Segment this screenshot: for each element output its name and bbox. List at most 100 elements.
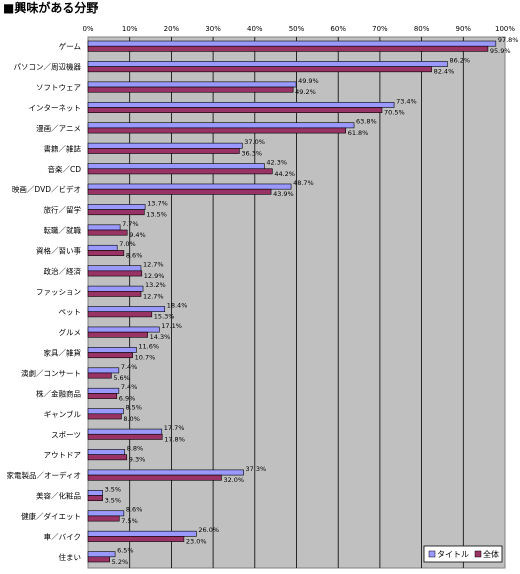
bar-overall [87, 86, 294, 93]
bar-overall [87, 413, 122, 420]
category-label: 音楽／CD [47, 164, 81, 174]
bar-title [87, 347, 137, 353]
bar-title [87, 244, 118, 251]
category-label: ペット [59, 308, 82, 317]
data-label-title: 37.0% [244, 138, 265, 146]
data-label-overall: 12.9% [144, 272, 165, 280]
bar-title [87, 101, 395, 108]
bar-title [87, 449, 125, 455]
bar-overall [87, 270, 143, 277]
bar-title [87, 469, 244, 476]
bar-title [87, 265, 142, 272]
bar-overall [87, 250, 125, 256]
legend [423, 545, 503, 563]
data-label-overall: 23.0% [186, 537, 207, 545]
category-label: ソフトウェア [36, 83, 81, 92]
bar-title [87, 204, 146, 210]
bar-overall [87, 536, 185, 542]
data-label-overall: 17.8% [164, 435, 185, 443]
bar-overall [87, 107, 383, 113]
legend-swatch [474, 550, 482, 558]
data-label-overall: 7.5% [121, 517, 138, 525]
data-label-title: 97.8% [498, 36, 519, 44]
x-tick-label: 60% [330, 25, 346, 33]
data-label-overall: 82.4% [434, 68, 455, 76]
data-label-title: 63.8% [356, 118, 377, 126]
bar-overall [87, 148, 240, 154]
category-label: 車／バイク [44, 531, 81, 541]
category-label: ギャンブル [44, 409, 82, 419]
data-label-overall: 8.6% [126, 251, 143, 259]
data-label-title: 8.8% [127, 444, 144, 452]
bar-overall [87, 495, 103, 502]
bar-overall [87, 454, 128, 461]
bar-title [87, 510, 125, 517]
bar-overall [87, 188, 272, 195]
data-label-title: 48.7% [293, 179, 314, 187]
bar-title [87, 408, 124, 415]
bar-title [87, 122, 355, 129]
data-label-overall: 13.5% [146, 211, 167, 219]
x-tick-label: 10% [122, 25, 138, 33]
data-label-title: 37.3% [246, 465, 267, 473]
data-label-title: 7.4% [121, 363, 138, 371]
data-label-overall: 95.9% [490, 47, 511, 55]
chart-title: ■興味がある分野 [3, 1, 99, 15]
x-tick-label: 40% [247, 25, 263, 33]
bar-title [87, 530, 197, 537]
x-tick-label: 100% [495, 25, 515, 33]
data-label-overall: 36.3% [241, 149, 262, 157]
category-label: アウトドア [44, 451, 82, 460]
bar-overall [87, 331, 148, 338]
bar-overall [87, 229, 128, 236]
category-label: 資格／習い事 [36, 245, 81, 255]
data-label-overall: 15.3% [154, 313, 175, 321]
bar-overall [87, 66, 432, 73]
bar-title [87, 367, 120, 374]
data-label-title: 12.7% [143, 261, 164, 269]
x-tick-label: 90% [456, 25, 472, 33]
data-label-title: 73.4% [396, 97, 417, 105]
bar-overall [87, 290, 142, 297]
bar-overall [87, 556, 110, 563]
data-label-title: 13.7% [147, 199, 168, 207]
bar-title [87, 163, 265, 170]
category-label: 株／金融商品 [36, 388, 81, 398]
data-label-title: 42.3% [266, 159, 287, 167]
data-label-overall: 49.2% [295, 88, 316, 96]
x-tick-label: 50% [289, 25, 305, 33]
data-label-overall: 10.7% [135, 354, 156, 362]
bar-overall [87, 393, 118, 399]
data-label-title: 6.5% [117, 547, 134, 555]
category-label: インターネット [29, 103, 82, 112]
data-label-overall: 14.3% [150, 333, 171, 341]
data-label-overall: 70.5% [384, 108, 405, 116]
category-label: スポーツ [51, 430, 81, 439]
bar-title [87, 183, 292, 190]
bar-overall [87, 433, 163, 440]
bar-title [87, 306, 166, 313]
category-label: グルメ [59, 327, 82, 337]
bar-overall [87, 168, 273, 175]
data-label-overall: 3.5% [105, 497, 122, 505]
data-label-title: 7.0% [119, 240, 136, 248]
data-label-overall: 44.2% [274, 170, 295, 178]
category-label: 美容／化粧品 [36, 491, 81, 501]
category-label: 健康／ダイエット [21, 511, 81, 521]
data-label-title: 7.7% [122, 220, 139, 228]
category-label: 演劇／コンサート [21, 368, 81, 378]
data-label-title: 17.7% [164, 424, 185, 432]
bar-overall [87, 209, 145, 216]
data-label-title: 13.2% [145, 281, 166, 289]
data-label-overall: 8.0% [123, 415, 140, 423]
data-label-overall: 6.9% [119, 394, 136, 402]
data-label-title: 7.4% [121, 383, 138, 391]
data-label-title: 8.5% [125, 404, 142, 412]
category-label: 旅行／留学 [44, 205, 82, 215]
data-label-overall: 5.2% [112, 558, 129, 566]
data-label-title: 8.6% [126, 506, 143, 514]
x-tick-label: 80% [414, 25, 430, 33]
data-label-title: 3.5% [105, 485, 122, 493]
bar-overall [87, 45, 489, 52]
